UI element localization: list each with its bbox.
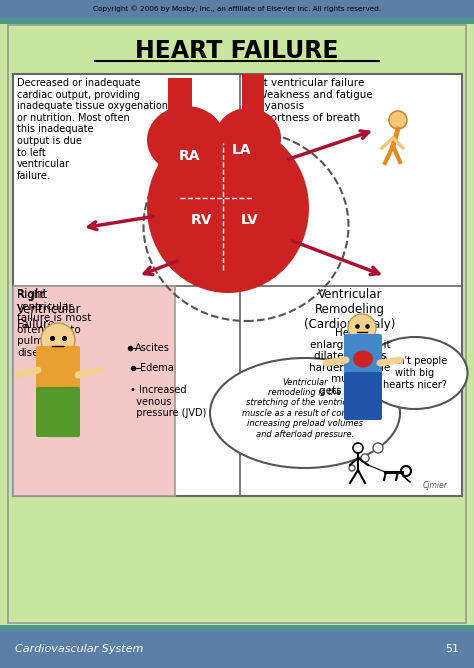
Circle shape xyxy=(373,443,383,453)
FancyBboxPatch shape xyxy=(36,387,80,437)
Bar xyxy=(0,0,474,18)
Ellipse shape xyxy=(147,106,225,174)
Ellipse shape xyxy=(215,108,281,168)
Text: Cjmier: Cjmier xyxy=(423,481,448,490)
FancyBboxPatch shape xyxy=(344,334,382,378)
Text: Decreased or inadequate
cardiac output, providing
inadequate tissue oxygenation
: Decreased or inadequate cardiac output, … xyxy=(17,78,168,181)
Bar xyxy=(13,286,175,496)
Bar xyxy=(242,74,264,120)
Ellipse shape xyxy=(147,123,309,293)
Ellipse shape xyxy=(353,351,373,367)
Text: HEART FAILURE: HEART FAILURE xyxy=(135,39,339,63)
Bar xyxy=(8,25,466,623)
Text: Ventricular
Remodeling
(Cardiomegaly): Ventricular Remodeling (Cardiomegaly) xyxy=(304,288,396,331)
Bar xyxy=(0,630,474,668)
Text: Cardiovascular System: Cardiovascular System xyxy=(15,644,143,654)
Bar xyxy=(0,625,474,630)
Bar xyxy=(168,78,192,130)
Text: • Increased
  venous
  pressure (JVD): • Increased venous pressure (JVD) xyxy=(130,385,206,418)
Text: RA: RA xyxy=(179,149,201,163)
Circle shape xyxy=(41,323,75,357)
Ellipse shape xyxy=(210,358,400,468)
Text: Right
Ventricular
Failure: Right Ventricular Failure xyxy=(17,288,82,331)
Circle shape xyxy=(389,111,407,129)
Ellipse shape xyxy=(363,337,467,409)
FancyBboxPatch shape xyxy=(344,372,382,420)
Circle shape xyxy=(349,465,355,471)
Text: Ventricular
remodeling is the
stretching of the ventricular
muscle as a result o: Ventricular remodeling is the stretching… xyxy=(242,377,368,438)
Text: Heart
enlargement, it
dilates, works
harder, and the
muscle
gets bigger.: Heart enlargement, it dilates, works har… xyxy=(310,328,391,396)
Text: 51: 51 xyxy=(445,644,459,654)
Bar xyxy=(0,18,474,24)
Text: LA: LA xyxy=(232,143,252,157)
Circle shape xyxy=(348,314,376,342)
Bar xyxy=(13,74,462,496)
Text: Edema: Edema xyxy=(140,363,174,373)
Text: Right
ventricular
failure is most
often due to
pulmonary
diseases.: Right ventricular failure is most often … xyxy=(17,290,91,358)
Text: Copyright © 2006 by Mosby, Inc., an affiliate of Elsevier Inc. All rights reserv: Copyright © 2006 by Mosby, Inc., an affi… xyxy=(93,5,381,12)
FancyBboxPatch shape xyxy=(36,346,80,394)
Text: RV: RV xyxy=(191,213,213,227)
Text: Left ventricular failure
• Weakness and fatigue
• Cyanosis
• Shortness of breath: Left ventricular failure • Weakness and … xyxy=(248,78,373,123)
Circle shape xyxy=(361,454,369,462)
Text: Aren't people
with big
hearts nicer?: Aren't people with big hearts nicer? xyxy=(383,357,447,389)
Text: LV: LV xyxy=(241,213,259,227)
Text: Ascites: Ascites xyxy=(135,343,170,353)
